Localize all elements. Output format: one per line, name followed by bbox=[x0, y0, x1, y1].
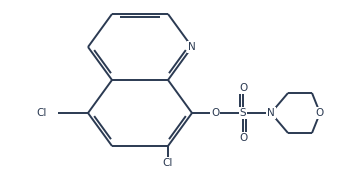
Text: O: O bbox=[316, 108, 324, 118]
Text: O: O bbox=[211, 108, 219, 118]
Text: N: N bbox=[267, 108, 275, 118]
Text: S: S bbox=[240, 108, 246, 118]
Text: O: O bbox=[239, 133, 247, 143]
Text: Cl: Cl bbox=[37, 108, 47, 118]
Text: N: N bbox=[188, 42, 196, 52]
Text: Cl: Cl bbox=[163, 158, 173, 168]
Text: O: O bbox=[239, 83, 247, 93]
